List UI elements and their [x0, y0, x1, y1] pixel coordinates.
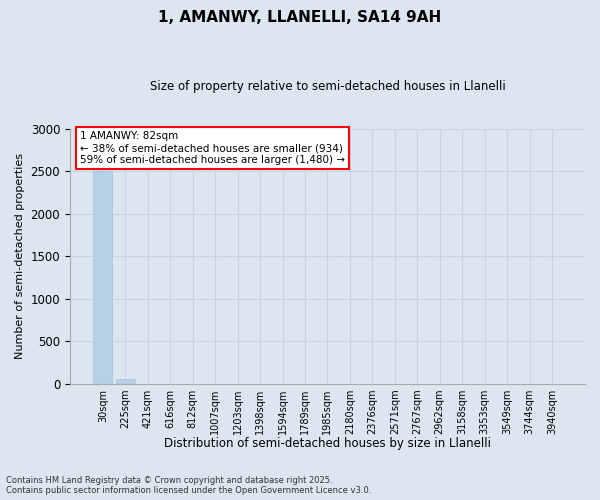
Text: 1 AMANWY: 82sqm
← 38% of semi-detached houses are smaller (934)
59% of semi-deta: 1 AMANWY: 82sqm ← 38% of semi-detached h…	[80, 132, 345, 164]
Y-axis label: Number of semi-detached properties: Number of semi-detached properties	[15, 154, 25, 360]
Text: 1, AMANWY, LLANELLI, SA14 9AH: 1, AMANWY, LLANELLI, SA14 9AH	[158, 10, 442, 25]
Title: Size of property relative to semi-detached houses in Llanelli: Size of property relative to semi-detach…	[149, 80, 505, 93]
X-axis label: Distribution of semi-detached houses by size in Llanelli: Distribution of semi-detached houses by …	[164, 437, 491, 450]
Text: Contains HM Land Registry data © Crown copyright and database right 2025.
Contai: Contains HM Land Registry data © Crown c…	[6, 476, 371, 495]
Bar	[94, 172, 112, 384]
Bar	[116, 378, 135, 384]
